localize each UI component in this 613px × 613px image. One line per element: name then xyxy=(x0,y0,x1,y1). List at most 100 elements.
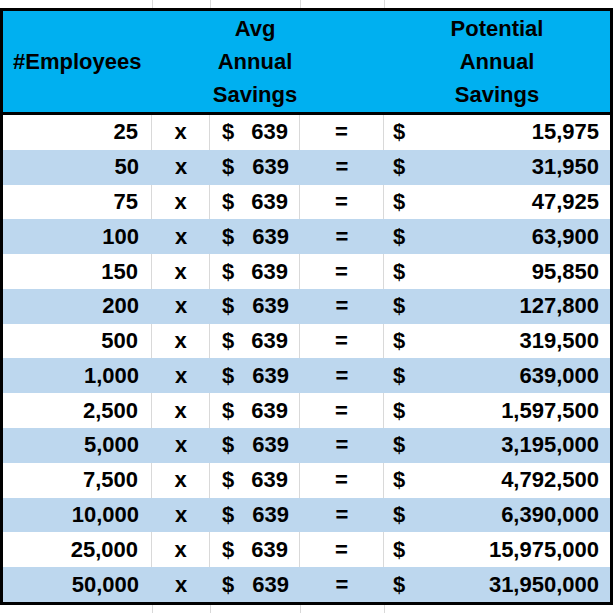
rate-cell: $639 xyxy=(210,115,300,150)
equals-sign: = xyxy=(336,363,349,389)
multiply-cell: x xyxy=(152,254,210,289)
result-cell: $4,792,500 xyxy=(384,463,610,498)
gridline xyxy=(210,605,211,613)
result-cell: $639,000 xyxy=(384,358,610,393)
rate-cell: $639 xyxy=(210,185,300,220)
dollar-sign: $ xyxy=(393,537,405,563)
multiply-sign: x xyxy=(175,572,187,598)
result-cell: $15,975 xyxy=(384,115,610,150)
dollar-sign: $ xyxy=(222,328,234,354)
table-row: 1,000 x $639 = $639,000 xyxy=(3,358,610,393)
header-avg-line: Avg xyxy=(210,12,300,45)
multiply-cell: x xyxy=(152,115,210,150)
equals-sign: = xyxy=(335,259,348,285)
result-cell: $1,597,500 xyxy=(384,393,610,428)
result-value: 6,390,000 xyxy=(501,502,599,528)
multiply-cell: x xyxy=(152,185,210,220)
result-cell: $319,500 xyxy=(384,324,610,359)
rate-cell: $639 xyxy=(210,532,300,567)
employees-cell: 5,000 xyxy=(3,428,152,463)
employees-value: 25,000 xyxy=(71,537,138,563)
employees-value: 75 xyxy=(114,189,138,215)
dollar-sign: $ xyxy=(222,398,234,424)
employees-value: 5,000 xyxy=(84,432,139,458)
employees-value: 7,500 xyxy=(83,467,138,493)
table-row: 25x$639 = $15,975 xyxy=(3,115,610,150)
dollar-sign: $ xyxy=(222,363,234,389)
multiply-sign: x xyxy=(174,398,186,424)
employees-cell: 10,000 xyxy=(3,498,152,533)
rate-cell: $639 xyxy=(210,428,300,463)
multiply-cell: x xyxy=(152,532,210,567)
header-potential-line: Annual xyxy=(384,45,610,78)
employees-cell: 75 xyxy=(3,185,152,220)
equals-sign: = xyxy=(336,224,349,250)
spreadsheet-area: #Employees Avg Annual Savings Potential … xyxy=(0,0,613,613)
dollar-sign: $ xyxy=(393,189,405,215)
employees-value: 200 xyxy=(102,293,139,319)
table-row: 50x$639=$31,950 xyxy=(3,150,610,185)
multiply-cell: x xyxy=(152,498,210,533)
header-potential-annual-savings: Potential Annual Savings xyxy=(384,12,610,111)
header-avg-line: Savings xyxy=(210,78,300,111)
multiply-cell: x xyxy=(152,428,210,463)
savings-table: #Employees Avg Annual Savings Potential … xyxy=(0,8,613,605)
equals-sign: = xyxy=(335,119,348,145)
employees-cell: 500 xyxy=(3,324,152,359)
dollar-sign: $ xyxy=(222,259,234,285)
dollar-sign: $ xyxy=(222,154,234,180)
rate-value: 639 xyxy=(252,154,289,180)
dollar-sign: $ xyxy=(222,189,234,215)
dollar-sign: $ xyxy=(222,467,234,493)
employees-value: 1,000 xyxy=(84,363,139,389)
multiply-cell: x xyxy=(152,358,210,393)
gridline xyxy=(300,0,301,8)
header-avg-line: Annual xyxy=(210,45,300,78)
table-header: #Employees Avg Annual Savings Potential … xyxy=(3,11,610,115)
employees-cell: 2,500 xyxy=(3,393,152,428)
multiply-sign: x xyxy=(175,363,187,389)
rate-value: 639 xyxy=(251,328,288,354)
result-value: 1,597,500 xyxy=(501,398,599,424)
multiply-sign: x xyxy=(175,293,187,319)
employees-cell: 50,000 xyxy=(3,567,152,602)
employees-cell: 25,000 xyxy=(3,532,152,567)
result-value: 3,195,000 xyxy=(501,432,599,458)
header-potential-line: Savings xyxy=(384,78,610,111)
equals-cell: = xyxy=(300,532,384,567)
employees-cell: 25 xyxy=(3,115,152,150)
table-row: 100x$639=$63,900 xyxy=(3,219,610,254)
result-value: 127,800 xyxy=(519,293,599,319)
equals-sign: = xyxy=(335,398,348,424)
table-body: 25x$639=$15,97550x$639=$31,95075x$639=$4… xyxy=(3,115,610,602)
employees-cell: 100 xyxy=(3,219,152,254)
rate-value: 639 xyxy=(252,502,289,528)
multiply-sign: x xyxy=(175,224,187,250)
table-row: 25,000x$639=$15,975,000 xyxy=(3,532,610,567)
multiply-sign: x xyxy=(174,328,186,354)
equals-cell: = xyxy=(300,428,384,463)
table-row: 500 x $639 =$319,500 xyxy=(3,324,610,359)
result-value: 31,950,000 xyxy=(489,572,599,598)
result-value: 319,500 xyxy=(519,328,599,354)
equals-cell: = xyxy=(300,324,384,359)
equals-cell: = xyxy=(300,185,384,220)
equals-cell: = xyxy=(300,567,384,602)
multiply-cell: x xyxy=(152,150,210,185)
dollar-sign: $ xyxy=(393,119,405,145)
result-value: 4,792,500 xyxy=(501,467,599,493)
table-row: 7,500x$639=$4,792,500 xyxy=(3,463,610,498)
multiply-cell: x xyxy=(152,324,210,359)
rate-value: 639 xyxy=(251,398,288,424)
employees-value: 10,000 xyxy=(72,502,139,528)
dollar-sign: $ xyxy=(393,467,405,493)
equals-cell: = xyxy=(300,150,384,185)
gridline xyxy=(300,605,301,613)
equals-cell: = xyxy=(300,219,384,254)
dollar-sign: $ xyxy=(393,572,405,598)
equals-sign: = xyxy=(335,537,348,563)
rate-value: 639 xyxy=(252,363,289,389)
header-avg-annual-savings: Avg Annual Savings xyxy=(210,12,300,111)
gridline xyxy=(152,0,153,8)
gridline xyxy=(384,0,385,8)
